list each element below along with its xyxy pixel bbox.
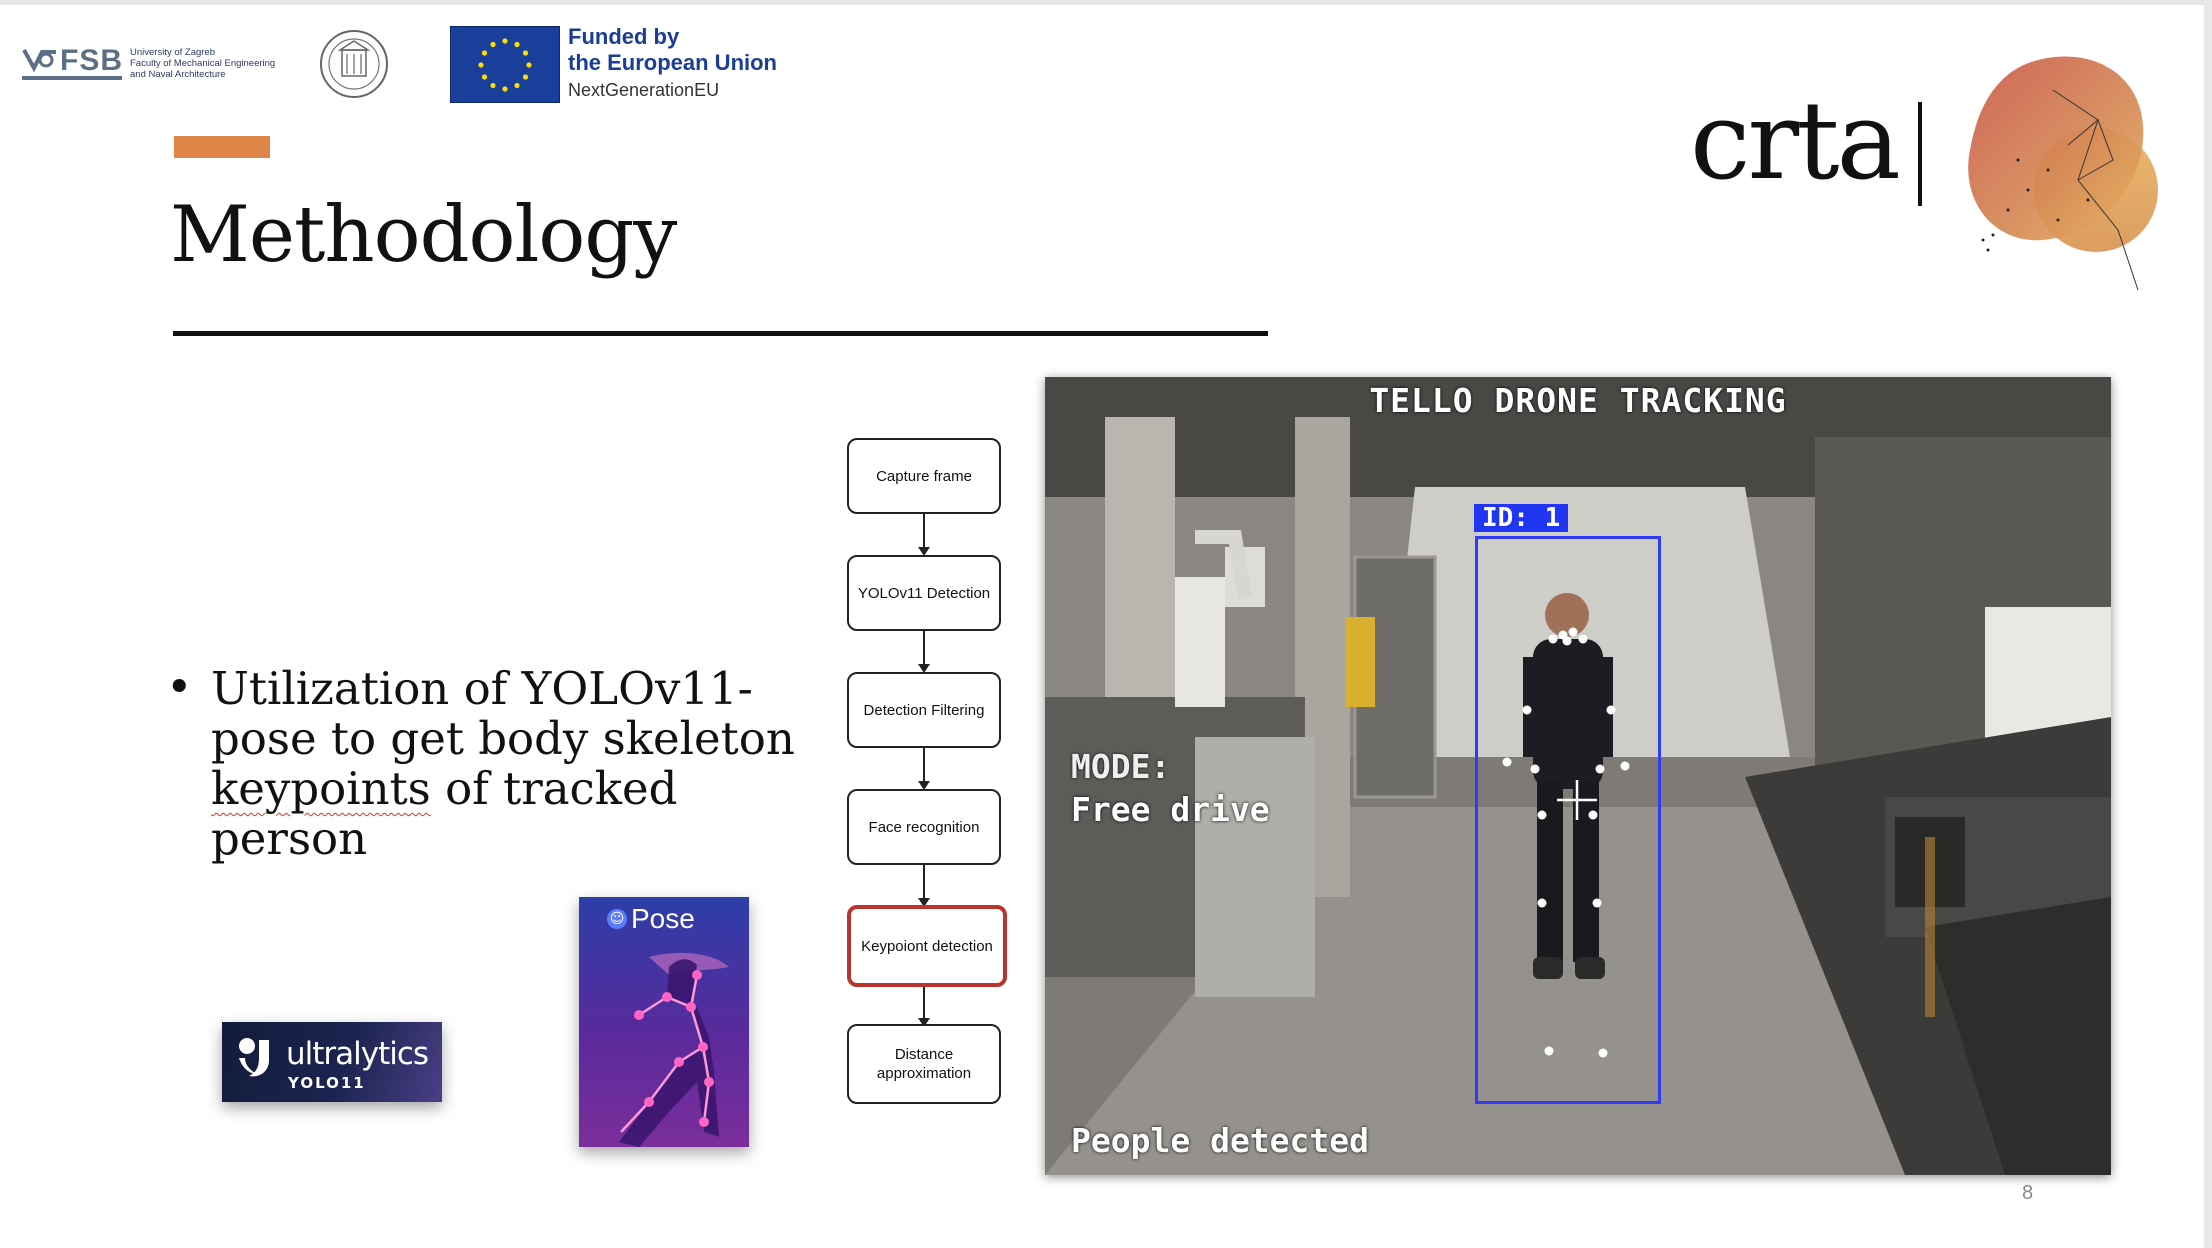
- top-border: [0, 0, 2212, 5]
- bullet-marker: •: [166, 660, 193, 713]
- fsb-subtitle: University of Zagreb Faculty of Mechanic…: [130, 47, 276, 80]
- crta-logo-text: crta: [1690, 79, 1901, 204]
- eu-nextgen-text: NextGenerationEU: [568, 80, 720, 100]
- flow-arrow: [918, 631, 930, 673]
- slide-title: Methodology: [170, 190, 677, 280]
- fsb-underline: [22, 76, 122, 80]
- flow-step-face-recognition: Face recognition: [847, 789, 1001, 865]
- eu-flag-icon: [450, 26, 560, 103]
- university-seal-icon: [320, 30, 388, 98]
- spellcheck-word: keypoints: [211, 762, 431, 815]
- flow-step-detection-filtering: Detection Filtering: [847, 672, 1001, 748]
- title-accent-bar: [174, 136, 270, 158]
- flow-arrow: [918, 748, 930, 790]
- pose-card: ☺ Pose: [579, 897, 749, 1147]
- flow-arrow: [918, 987, 930, 1027]
- fsb-logo: FSB University of Zagreb Faculty of Mech…: [22, 44, 275, 84]
- mode-label: MODE:: [1071, 747, 1171, 786]
- crta-blob-logo: [1968, 56, 2158, 291]
- fsb-acronym: FSB: [60, 44, 123, 77]
- video-title: TELLO DRONE TRACKING: [1369, 381, 1787, 420]
- ultralytics-logo: ultralytics YOLO11: [222, 1022, 442, 1102]
- flow-step-yolo-detection: YOLOv11 Detection: [847, 555, 1001, 631]
- ultralytics-version: YOLO11: [288, 1074, 366, 1092]
- page-number: 8: [2022, 1182, 2034, 1204]
- pose-label: Pose: [631, 903, 695, 934]
- tracking-id-label: ID: 1: [1474, 504, 1569, 532]
- runner-skeleton-illustration: [619, 952, 729, 1147]
- flow-arrow: [918, 514, 930, 556]
- detection-status: People detected: [1071, 1121, 1370, 1160]
- tracking-bounding-box: [1475, 536, 1661, 1104]
- mode-value: Free drive: [1071, 790, 1270, 829]
- flow-step-keypoint-detection: Keypoiont detection: [847, 905, 1007, 987]
- title-rule: [173, 331, 1268, 336]
- fsb-mark-icon: [22, 49, 56, 72]
- flow-arrow: [918, 865, 930, 907]
- drone-video-frame: TELLO DRONE TRACKING MODE: Free drive ID…: [1045, 377, 2111, 1175]
- ultralytics-name: ultralytics: [286, 1036, 429, 1072]
- bullet-text: Utilization of YOLOv11-pose to get body …: [211, 662, 795, 865]
- flowchart: Capture frame YOLOv11 Detection Detectio…: [847, 438, 1007, 1106]
- crta-cursor: [1918, 102, 1922, 206]
- flow-step-capture-frame: Capture frame: [847, 438, 1001, 514]
- lab-scene-illustration: [1045, 377, 2111, 1175]
- flow-step-distance-approximation: Distance approximation: [847, 1024, 1001, 1104]
- eu-funding-text: Funded by the European Union: [568, 24, 777, 75]
- ultralytics-mark-icon: [239, 1038, 269, 1077]
- scrollbar[interactable]: [2204, 0, 2212, 1248]
- person-icon: ☺: [607, 909, 627, 929]
